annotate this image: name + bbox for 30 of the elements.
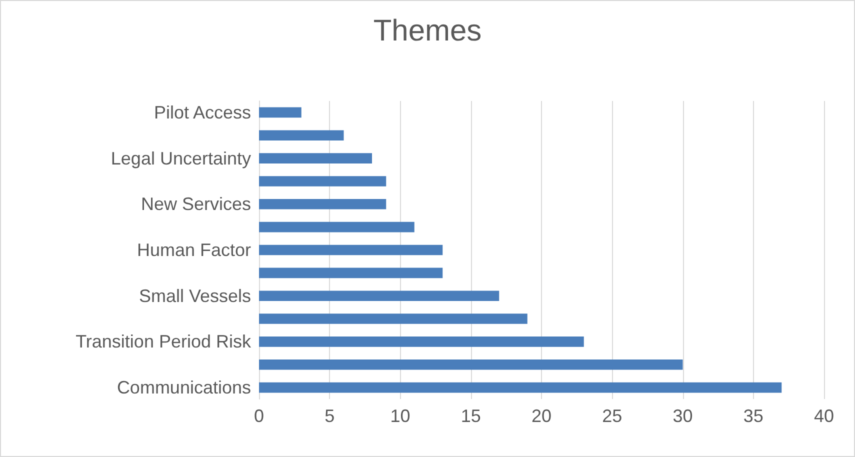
x-tick-label: 25 (602, 406, 622, 426)
x-tick-label: 10 (390, 406, 410, 426)
bar (259, 198, 386, 210)
bar (259, 107, 302, 118)
bar (259, 222, 414, 232)
x-tick-label: 20 (531, 406, 552, 426)
bar (259, 314, 528, 324)
bar (259, 176, 386, 186)
y-tick-label: Transition Period Risk (76, 332, 252, 352)
bar (259, 268, 443, 278)
x-tick-label: 15 (460, 406, 481, 426)
y-tick-label: Pilot Access (154, 102, 251, 122)
bar (259, 244, 443, 256)
bar (259, 290, 500, 302)
x-tick-label: 5 (324, 406, 335, 426)
x-tick-label: 40 (814, 406, 834, 426)
x-tick-label: 35 (743, 406, 764, 426)
bar (259, 359, 683, 370)
y-tick-label: New Services (140, 194, 251, 214)
chart-title: Themes (373, 14, 482, 48)
y-tick-label: Small Vessels (138, 286, 251, 306)
y-tick-label: Legal Uncertainty (110, 148, 251, 168)
y-tick-label: Human Factor (136, 240, 251, 260)
bar (259, 130, 344, 141)
bar (259, 382, 782, 393)
x-tick-label: 30 (672, 406, 693, 426)
x-tick-label: 0 (254, 406, 264, 426)
y-tick-label: Communications (116, 378, 251, 398)
bar (259, 153, 372, 164)
bar (259, 336, 584, 347)
